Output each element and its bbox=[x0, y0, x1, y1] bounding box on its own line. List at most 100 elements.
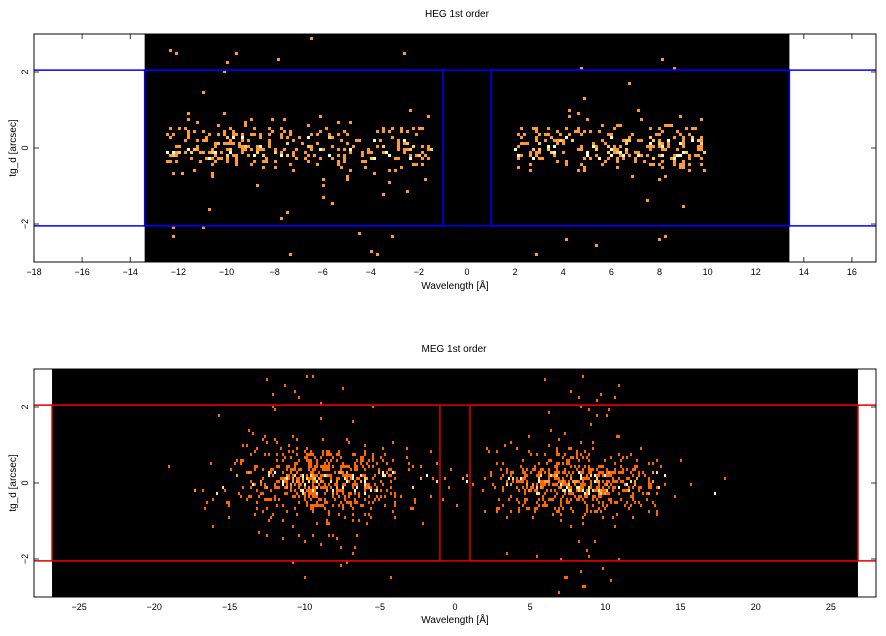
event-pixel bbox=[340, 546, 342, 549]
event-pixel bbox=[554, 465, 556, 468]
event-pixel bbox=[592, 495, 594, 498]
event-pixel bbox=[414, 501, 416, 504]
event-pixel bbox=[584, 513, 586, 516]
event-pixel bbox=[302, 474, 304, 477]
event-pixel bbox=[282, 537, 284, 540]
event-pixel bbox=[528, 450, 530, 453]
event-pixel bbox=[312, 483, 314, 486]
event-pixel bbox=[376, 486, 378, 489]
event-pixel bbox=[606, 489, 608, 492]
event-pixel bbox=[366, 483, 368, 486]
event-pixel bbox=[342, 483, 344, 486]
event-pixel bbox=[628, 139, 631, 142]
event-pixel bbox=[294, 465, 296, 468]
event-pixel bbox=[268, 474, 270, 477]
event-pixel bbox=[217, 124, 220, 127]
event-pixel bbox=[412, 145, 415, 148]
event-pixel bbox=[554, 507, 556, 510]
event-pixel bbox=[266, 441, 268, 444]
event-pixel bbox=[580, 471, 582, 474]
event-pixel bbox=[535, 136, 538, 139]
event-pixel bbox=[326, 486, 328, 489]
event-pixel bbox=[580, 163, 583, 166]
event-pixel bbox=[552, 483, 554, 486]
event-pixel bbox=[676, 130, 679, 133]
event-pixel bbox=[664, 175, 667, 178]
event-pixel bbox=[578, 396, 580, 399]
event-pixel bbox=[685, 151, 688, 154]
event-pixel bbox=[262, 148, 265, 151]
event-pixel bbox=[214, 154, 217, 157]
event-pixel bbox=[688, 154, 691, 157]
event-pixel bbox=[212, 498, 214, 501]
event-pixel bbox=[358, 492, 360, 495]
event-pixel bbox=[570, 489, 572, 492]
event-pixel bbox=[346, 501, 348, 504]
event-pixel bbox=[328, 513, 330, 516]
event-pixel bbox=[292, 154, 295, 157]
event-pixel bbox=[594, 489, 596, 492]
event-pixel bbox=[570, 525, 572, 528]
event-pixel bbox=[649, 148, 652, 151]
event-pixel bbox=[296, 492, 298, 495]
event-pixel bbox=[608, 408, 610, 411]
event-pixel bbox=[168, 465, 170, 468]
event-pixel bbox=[544, 453, 546, 456]
event-pixel bbox=[392, 459, 394, 462]
event-pixel bbox=[574, 465, 576, 468]
event-pixel bbox=[368, 501, 370, 504]
event-pixel bbox=[436, 480, 438, 483]
event-pixel bbox=[590, 480, 592, 483]
event-pixel bbox=[616, 435, 618, 438]
event-pixel bbox=[388, 181, 391, 184]
event-pixel bbox=[320, 543, 322, 546]
event-pixel bbox=[370, 486, 372, 489]
event-pixel bbox=[295, 157, 298, 160]
event-pixel bbox=[312, 474, 314, 477]
event-pixel bbox=[596, 480, 598, 483]
event-pixel bbox=[280, 127, 283, 130]
event-pixel bbox=[682, 166, 685, 169]
event-pixel bbox=[169, 160, 172, 163]
event-pixel bbox=[640, 139, 643, 142]
event-pixel bbox=[276, 441, 278, 444]
event-pixel bbox=[556, 483, 558, 486]
event-pixel bbox=[618, 471, 620, 474]
event-pixel bbox=[330, 453, 332, 456]
event-pixel bbox=[241, 139, 244, 142]
event-pixel bbox=[650, 483, 652, 486]
event-pixel bbox=[316, 486, 318, 489]
event-pixel bbox=[292, 525, 294, 528]
event-pixel bbox=[358, 477, 360, 480]
event-pixel bbox=[418, 154, 421, 157]
event-pixel bbox=[583, 166, 586, 169]
event-pixel bbox=[604, 507, 606, 510]
event-pixel bbox=[548, 459, 550, 462]
event-pixel bbox=[649, 136, 652, 139]
event-pixel bbox=[211, 148, 214, 151]
y-tick-label: 0 bbox=[20, 480, 30, 485]
event-pixel bbox=[596, 474, 598, 477]
event-pixel bbox=[562, 462, 564, 465]
event-pixel bbox=[658, 163, 661, 166]
event-pixel bbox=[556, 450, 558, 453]
event-pixel bbox=[308, 468, 310, 471]
event-pixel bbox=[312, 507, 314, 510]
event-pixel bbox=[542, 480, 544, 483]
event-pixel bbox=[661, 160, 664, 163]
event-pixel bbox=[232, 136, 235, 139]
event-pixel bbox=[196, 145, 199, 148]
event-pixel bbox=[604, 483, 606, 486]
event-pixel bbox=[628, 486, 630, 489]
event-pixel bbox=[558, 462, 560, 465]
event-pixel bbox=[326, 459, 328, 462]
event-pixel bbox=[595, 148, 598, 151]
event-pixel bbox=[554, 471, 556, 474]
event-pixel bbox=[544, 492, 546, 495]
event-pixel bbox=[328, 450, 330, 453]
event-pixel bbox=[588, 465, 590, 468]
event-pixel bbox=[598, 471, 600, 474]
event-pixel bbox=[634, 468, 636, 471]
event-pixel bbox=[229, 127, 232, 130]
event-pixel bbox=[580, 453, 582, 456]
